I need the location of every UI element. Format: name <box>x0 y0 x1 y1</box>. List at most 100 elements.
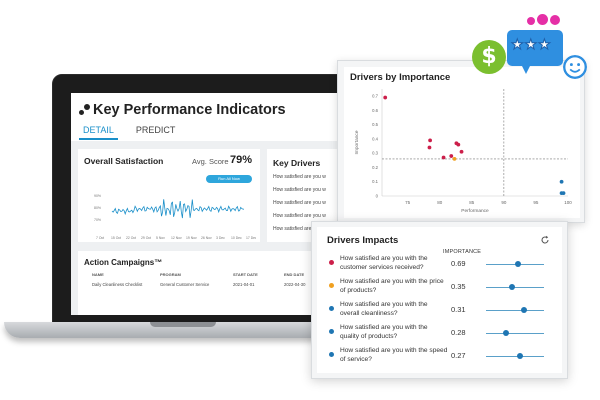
y-tick-label: 0.3 <box>372 151 378 156</box>
laptop-hinge <box>150 322 216 327</box>
status-dot-icon <box>329 260 334 265</box>
column-header: NAME <box>92 272 104 277</box>
scatter-point[interactable] <box>441 155 446 160</box>
y-tick-label: 0.6 <box>372 108 378 113</box>
x-tick-label: 85 <box>469 200 475 205</box>
kpi-header: Key Performance Indicators DETAIL PREDIC… <box>71 93 337 141</box>
scatter-point[interactable] <box>452 157 457 161</box>
impact-row[interactable]: How satisfied are you with the overall c… <box>312 301 569 325</box>
table-cell: 2021-04-01 <box>233 282 255 287</box>
table-cell: 2022-04-30 <box>284 282 306 287</box>
x-axis-label: Performance <box>461 208 489 214</box>
importance-slider-knob[interactable] <box>516 353 523 359</box>
table-cell[interactable]: Daily Cleanliness Checklist <box>92 282 143 287</box>
satisfaction-line-chart: 90% 80% 70% 7 Oct 15 Oct 22 Oct 29 Oct 5 Nov 12… <box>94 194 256 240</box>
card-title: Drivers by Importance <box>350 72 451 83</box>
y-tick-label: 90% <box>94 194 101 198</box>
card-title: Drivers Impacts <box>327 235 399 246</box>
key-driver-item[interactable]: How satisfied are you w <box>273 213 326 219</box>
importance-slider-knob[interactable] <box>520 307 527 313</box>
driver-question: How satisfied are you with the price of … <box>340 278 444 294</box>
importance-slider-track <box>486 287 544 288</box>
importance-value: 0.27 <box>451 351 466 360</box>
driver-question: How satisfied are you with the overall c… <box>340 301 428 317</box>
scatter-point[interactable] <box>449 154 454 158</box>
stars-icon: ★★★ <box>511 37 552 54</box>
tab-predict[interactable]: PREDICT <box>135 125 176 135</box>
x-tick-label: 75 <box>405 200 411 205</box>
logo-icon <box>79 104 91 116</box>
card-body <box>344 67 580 218</box>
importance-value: 0.31 <box>451 305 466 314</box>
importance-slider-track <box>486 310 544 311</box>
key-driver-item[interactable]: How satisfied are you w <box>273 174 326 180</box>
x-tick-label: 26 Nov <box>201 236 212 240</box>
scatter-point[interactable] <box>459 149 464 154</box>
column-header: START DATE <box>233 272 258 277</box>
column-header: PROGRAM <box>160 272 181 277</box>
page-title: Key Performance Indicators <box>93 102 286 118</box>
laptop-screen: Key Performance Indicators DETAIL PREDIC… <box>71 93 337 315</box>
status-dot-icon <box>329 283 334 288</box>
key-driver-item[interactable]: How satisfied are you w <box>273 200 326 206</box>
refresh-icon[interactable] <box>540 235 550 245</box>
y-tick-label: 0 <box>376 194 379 199</box>
status-dot-icon <box>329 329 334 334</box>
status-dot-icon <box>329 306 334 311</box>
y-tick-label: 0.4 <box>372 136 378 141</box>
scatter-point[interactable] <box>456 142 461 147</box>
importance-value: 0.69 <box>451 259 466 268</box>
importance-column-header: IMPORTANCE <box>443 249 482 255</box>
smiley-icon <box>563 55 587 79</box>
driver-question: How satisfied are you with the customer … <box>340 255 428 271</box>
importance-slider-knob[interactable] <box>503 330 510 336</box>
y-tick-label: 70% <box>94 218 101 222</box>
scatter-point[interactable] <box>427 145 432 150</box>
tab-bar: DETAIL PREDICT <box>79 125 179 140</box>
drivers-by-importance-card: Drivers by Importance 0.7 0.6 0.5 0.4 0.3 0.2… <box>337 60 585 223</box>
importance-scatter-chart: 0.7 0.6 0.5 0.4 0.3 0.2 0.1 0 75 80 85 90 95 100 Perfo… <box>354 89 572 214</box>
impact-row[interactable]: How satisfied are you with the quality o… <box>312 324 569 348</box>
x-tick-label: 29 Oct <box>141 236 151 240</box>
card-title: Action Campaigns™ <box>84 258 163 267</box>
driver-question: How satisfied are you with the speed of … <box>340 347 448 363</box>
impact-row[interactable]: How satisfied are you with the speed of … <box>312 347 569 371</box>
scatter-point[interactable] <box>561 191 566 196</box>
column-header: END DATE <box>284 272 305 277</box>
laptop-base <box>4 322 334 338</box>
y-tick-label: 0.1 <box>372 179 378 184</box>
scatter-point[interactable] <box>559 179 564 184</box>
importance-value: 0.28 <box>451 328 466 337</box>
tab-detail[interactable]: DETAIL <box>79 125 118 140</box>
scatter-point[interactable] <box>383 95 388 100</box>
card-title: Key Drivers <box>273 158 321 168</box>
drivers-impacts-card: Drivers Impacts IMPORTANCE How satisfied… <box>311 221 568 379</box>
x-tick-label: 12 Nov <box>171 236 182 240</box>
impact-row[interactable]: How satisfied are you with the customer … <box>312 255 569 279</box>
key-driver-item[interactable]: How satisfied are you w <box>273 226 326 232</box>
speech-bubble-icon <box>507 30 563 66</box>
x-tick-label: 22 Oct <box>126 236 136 240</box>
overall-satisfaction-card: Overall Satisfaction Avg. Score 79% Run … <box>78 149 260 242</box>
card-body <box>317 227 562 373</box>
y-axis-label: Importance <box>354 130 360 154</box>
impact-row[interactable]: How satisfied are you with the price of … <box>312 278 569 302</box>
x-tick-label: 15 Oct <box>111 236 121 240</box>
y-tick-label: 0.2 <box>372 165 378 170</box>
x-tick-label: 95 <box>533 200 539 205</box>
importance-slider-track <box>486 333 544 334</box>
x-tick-label: 3 Dec <box>216 236 225 240</box>
scatter-point[interactable] <box>428 138 433 143</box>
x-tick-label: 100 <box>564 200 572 205</box>
importance-slider-knob[interactable] <box>514 261 521 267</box>
importance-value: 0.35 <box>451 282 466 291</box>
dollar-icon: $ <box>472 40 506 74</box>
run-all-button[interactable]: Run All Now <box>206 175 252 183</box>
y-tick-label: 80% <box>94 206 101 210</box>
key-driver-item[interactable]: How satisfied are you w <box>273 187 326 193</box>
speech-bubble-tail <box>520 62 532 74</box>
table-cell: General Customer Service <box>160 282 210 287</box>
importance-slider-knob[interactable] <box>509 284 516 290</box>
x-tick-label: 10 Dec <box>231 236 242 240</box>
importance-slider-track <box>486 356 544 357</box>
